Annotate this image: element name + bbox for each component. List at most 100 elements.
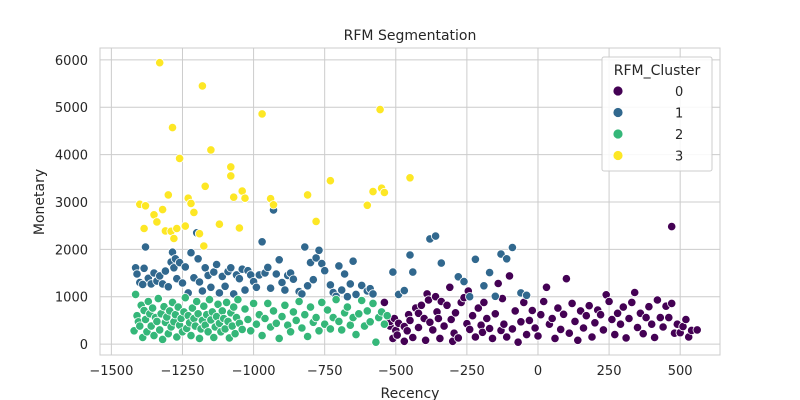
cluster-0-point [521,329,532,340]
cluster-0-point [413,308,424,318]
cluster-0-point [470,332,480,342]
cluster-0-point [484,323,495,334]
cluster-0-point [584,301,594,311]
x-tick-label: −1000 [232,364,276,379]
cluster-1-point [399,285,409,296]
cluster-1-point [169,263,179,273]
legend-marker-3 [612,150,624,161]
cluster-0-point [516,317,526,327]
cluster-1-point [465,292,475,302]
cluster-0-point [578,323,589,333]
cluster-0-point [570,316,580,326]
cluster-1-point [300,242,310,252]
cluster-0-point [573,335,583,345]
cluster-1-point [351,289,361,299]
cluster-2-point [209,332,219,343]
cluster-3-point [240,193,250,203]
x-axis-title: Recency [381,386,440,400]
cluster-2-point [291,315,301,325]
legend: RFM_Cluster 0 1 2 3 [601,56,713,172]
x-tick-label: −1500 [89,364,133,379]
cluster-1-point [345,279,355,289]
cluster-1-point [280,285,290,295]
cluster-1-point [388,267,398,277]
cluster-2-point [143,296,153,307]
cluster-3-point [158,205,168,215]
cluster-1-point [274,255,284,265]
cluster-2-point [357,295,367,306]
x-tick-label: −750 [307,364,343,379]
cluster-1-point [302,281,313,291]
cluster-0-point [513,337,523,347]
cluster-1-point [212,259,222,270]
cluster-3-point [163,190,173,200]
cluster-2-point [222,297,232,307]
cluster-0-point [612,308,623,318]
cluster-3-point [180,221,190,231]
legend-label-0: 0 [675,85,683,100]
cluster-0-point [618,302,628,312]
y-tick-label: 0 [80,338,88,353]
cluster-2-point [203,327,213,337]
cluster-0-point [524,315,535,325]
cluster-2-point [158,334,168,344]
cluster-1-point [186,248,196,258]
cluster-0-point [413,322,424,333]
cluster-2-point [237,324,247,334]
cluster-2-point [285,327,296,337]
cluster-0-point [399,336,409,346]
cluster-1-point [490,291,500,301]
cluster-1-point [337,285,347,295]
cluster-1-point [430,231,441,241]
cluster-0-point [630,287,640,298]
x-tick-label: −500 [378,364,414,379]
cluster-2-point [155,325,165,335]
cluster-1-point [140,242,151,252]
cluster-0-point [621,333,631,343]
cluster-0-point [490,309,500,319]
cluster-0-point [658,322,668,332]
cluster-2-point [187,303,197,313]
cluster-1-point [226,263,236,273]
cluster-2-point [152,316,162,326]
cluster-3-point [194,229,205,239]
cluster-0-point [433,313,443,324]
cluster-1-point [408,267,418,277]
cluster-0-point [632,322,643,333]
cluster-3-point [257,109,267,119]
cluster-1-point [357,280,367,290]
cluster-0-point [493,278,503,289]
cluster-1-point [502,254,512,264]
cluster-2-point [342,302,352,312]
cluster-0-point [667,222,677,232]
cluster-0-point [453,333,463,343]
cluster-1-point [139,263,149,273]
cluster-1-point [132,269,142,279]
cluster-2-point [297,323,307,333]
cluster-2-point [368,298,378,308]
cluster-0-point [533,331,543,341]
cluster-1-point [484,267,495,278]
cluster-3-point [175,153,185,163]
cluster-1-point [339,269,350,279]
cluster-0-point [435,333,445,343]
cluster-3-point [226,171,236,181]
cluster-0-point [442,300,452,310]
cluster-1-point [277,277,287,288]
cluster-0-point [473,303,483,313]
cluster-0-point [420,335,431,345]
cluster-0-point [595,310,606,320]
cluster-0-point [439,321,449,331]
cluster-2-point [194,333,205,343]
cluster-2-point [251,319,261,329]
cluster-0-point [477,327,488,337]
cluster-2-point [322,305,333,315]
cluster-3-point [167,123,178,133]
cluster-0-point [641,312,651,323]
cluster-2-point [331,294,341,305]
cluster-0-point [615,319,626,329]
cluster-3-point [325,176,335,186]
x-tick-label: 250 [597,364,622,379]
cluster-1-point [220,281,230,291]
